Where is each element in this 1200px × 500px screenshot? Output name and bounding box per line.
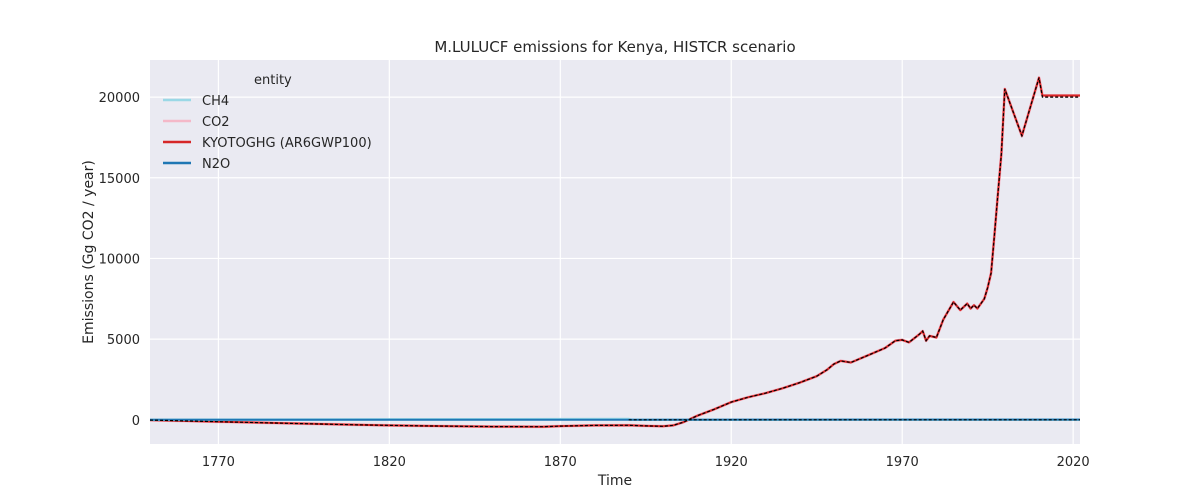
x-tick-label: 1920 <box>715 455 748 470</box>
x-tick-label: 1820 <box>373 455 406 470</box>
x-tick-label: 1770 <box>202 455 235 470</box>
x-axis: 1770 1820 1870 1920 1970 2020 <box>202 455 1090 470</box>
y-tick-label: 10000 <box>99 252 140 267</box>
legend-title: entity <box>254 73 292 88</box>
x-tick-label: 2020 <box>1057 455 1090 470</box>
plot-area <box>150 60 1080 444</box>
legend-label: CO2 <box>202 115 230 130</box>
x-axis-title: Time <box>597 473 632 489</box>
y-tick-label: 15000 <box>99 172 140 187</box>
legend-label: KYOTOGHG (AR6GWP100) <box>202 136 372 151</box>
y-tick-label: 20000 <box>99 91 140 106</box>
legend-label: N2O <box>202 157 230 172</box>
chart-title: M.LULUCF emissions for Kenya, HISTCR sce… <box>434 38 795 56</box>
y-tick-label: 0 <box>132 414 140 429</box>
legend: entity CH4 CO2 KYOTOGHG (AR6GWP100) N2O <box>163 73 372 172</box>
total-dashed-line <box>149 77 1080 428</box>
y-axis-title: Emissions (Gg CO2 / year) <box>81 160 97 344</box>
y-tick-label: 5000 <box>107 333 140 348</box>
y-axis: 0 5000 10000 15000 20000 <box>99 91 140 429</box>
x-tick-label: 1870 <box>544 455 577 470</box>
legend-label: CH4 <box>202 94 229 109</box>
x-tick-label: 1970 <box>886 455 919 470</box>
series-layer <box>149 76 1081 429</box>
